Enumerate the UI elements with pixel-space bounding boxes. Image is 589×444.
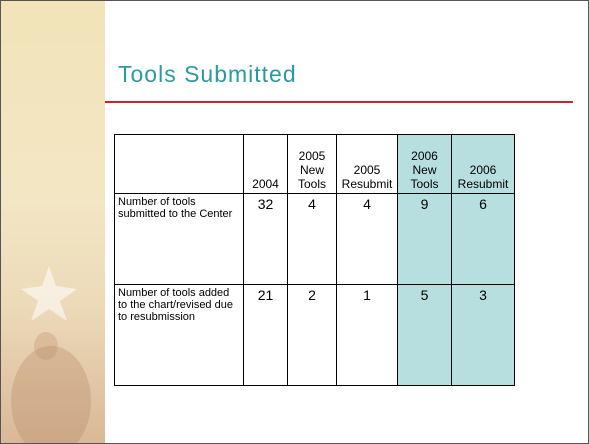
cell-value: 21 [243,284,288,386]
row-label: Number of tools added to the chart/revis… [114,284,244,386]
table-row: Number of tools submitted to the Center 3… [114,193,515,285]
column-header: 2005 Resubmit [336,134,398,194]
slide-title: Tools Submitted [118,61,297,87]
cell-value: 2 [287,284,337,386]
title-rule [105,101,573,103]
cell-value: 5 [397,284,452,386]
column-header: 2005 New Tools [287,134,337,194]
table-row: Number of tools added to the chart/revis… [114,284,515,386]
decoration [11,266,91,443]
decorative-strip [1,1,105,443]
cell-value: 6 [451,193,515,285]
cell-value: 3 [451,284,515,386]
column-header [114,134,244,194]
cell-value: 9 [397,193,452,285]
header-row: 2004 2005 New Tools 2005 Resubmit 2006 New … [114,134,515,194]
column-header: 2006 New Tools [397,134,452,194]
column-header: 2004 [243,134,288,194]
cell-value: 4 [287,193,337,285]
column-header: 2006 Resubmit [451,134,515,194]
data-table: 2004 2005 New Tools 2005 Resubmit 2006 New … [114,134,515,386]
cell-value: 1 [336,284,398,386]
cell-value: 32 [243,193,288,285]
cell-value: 4 [336,193,398,285]
row-label: Number of tools submitted to the Center [114,193,244,285]
